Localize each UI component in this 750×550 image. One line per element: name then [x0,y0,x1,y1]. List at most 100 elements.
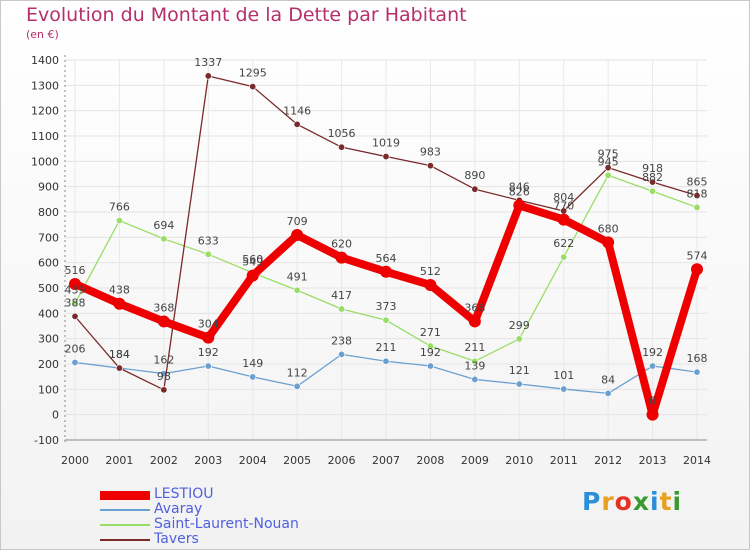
data-point [471,375,479,383]
data-point [382,153,390,161]
data-point [471,357,479,365]
y-tick-label: 1400 [31,54,59,67]
data-label: 206 [65,342,86,355]
data-point [69,277,81,290]
data-label: 84 [601,373,615,386]
data-label: 549 [242,256,263,269]
data-label: 826 [509,185,530,198]
chart-title: Evolution du Montant de la Dette par Hab… [26,4,467,26]
data-point [291,229,304,242]
data-label: 709 [287,215,308,228]
data-label: 168 [687,352,708,365]
data-label: 1019 [372,137,400,150]
data-label: 804 [553,191,574,204]
data-point [113,297,126,310]
y-tick-label: 0 [52,409,59,422]
data-point [246,269,259,282]
data-label: 184 [109,348,130,361]
data-label: 139 [464,359,485,372]
data-point [335,251,348,264]
data-label: 846 [509,180,530,193]
data-label: 299 [509,319,530,332]
data-point [338,143,346,151]
data-label: 975 [598,148,619,161]
data-point [71,299,79,307]
x-tick-label: 2000 [61,454,89,467]
data-label: 368 [464,301,485,314]
data-point [604,171,612,179]
y-tick-label: 1300 [31,79,59,92]
data-point [604,389,612,397]
legend-item: Saint-Laurent-Nouan [100,516,360,533]
data-label: 1146 [283,104,311,117]
y-tick-label: 700 [38,231,59,244]
x-tick-label: 2005 [283,454,311,467]
data-point [693,368,701,376]
data-point [691,263,703,276]
data-point [646,408,659,421]
data-point [160,235,168,243]
data-point [602,236,615,249]
data-point [560,385,568,393]
data-label: 882 [642,171,663,184]
data-label: 121 [509,364,530,377]
data-label: 945 [598,155,619,168]
data-point [649,178,657,186]
y-tick-label: 200 [38,358,59,371]
data-point [382,316,390,324]
y-tick-label: 900 [38,181,59,194]
x-tick-label: 2014 [683,454,711,467]
data-point [249,373,257,381]
y-tick-label: 300 [38,333,59,346]
data-point [515,335,523,343]
data-point [338,305,346,313]
y-tick-label: 1000 [31,155,59,168]
proxiti-logo: Proxiti [582,487,683,516]
data-point [338,350,346,358]
x-tick-label: 2012 [594,454,622,467]
x-tick-label: 2009 [461,454,489,467]
chart-subtitle: (en €) [26,28,59,41]
data-point [160,386,168,394]
data-point [471,185,479,193]
data-label: 368 [153,301,174,314]
data-label: 770 [553,200,574,213]
data-label: 149 [242,357,263,370]
data-label: 1337 [194,56,222,69]
data-point [204,362,212,370]
data-point [649,362,657,370]
data-point [204,72,212,80]
data-point [157,315,170,328]
legend-label: Avaray [154,501,203,517]
data-point [513,199,526,212]
x-tick-label: 2001 [105,454,133,467]
y-tick-label: 1100 [31,130,59,143]
data-label: 98 [157,370,171,383]
legend-item: Avaray [100,501,360,518]
data-label: 271 [420,326,441,339]
y-tick-label: 600 [38,257,59,270]
legend-label: LESTIOU [154,486,214,502]
data-label: 574 [687,249,708,262]
data-point [424,278,437,291]
data-label: 694 [153,219,174,232]
y-tick-label: -100 [34,434,59,447]
data-label: 112 [287,366,308,379]
data-label: 560 [242,253,263,266]
data-point [426,362,434,370]
data-label: 192 [198,346,219,359]
x-tick-label: 2002 [150,454,178,467]
data-point [293,120,301,128]
data-label: 238 [331,334,352,347]
data-label: 680 [598,222,619,235]
y-tick-label: 400 [38,307,59,320]
y-tick-label: 800 [38,206,59,219]
data-label: 192 [642,346,663,359]
data-label: 516 [65,264,86,277]
data-label: 564 [376,252,397,265]
x-tick-label: 2003 [194,454,222,467]
data-point [204,250,212,258]
data-label: 373 [376,300,397,313]
